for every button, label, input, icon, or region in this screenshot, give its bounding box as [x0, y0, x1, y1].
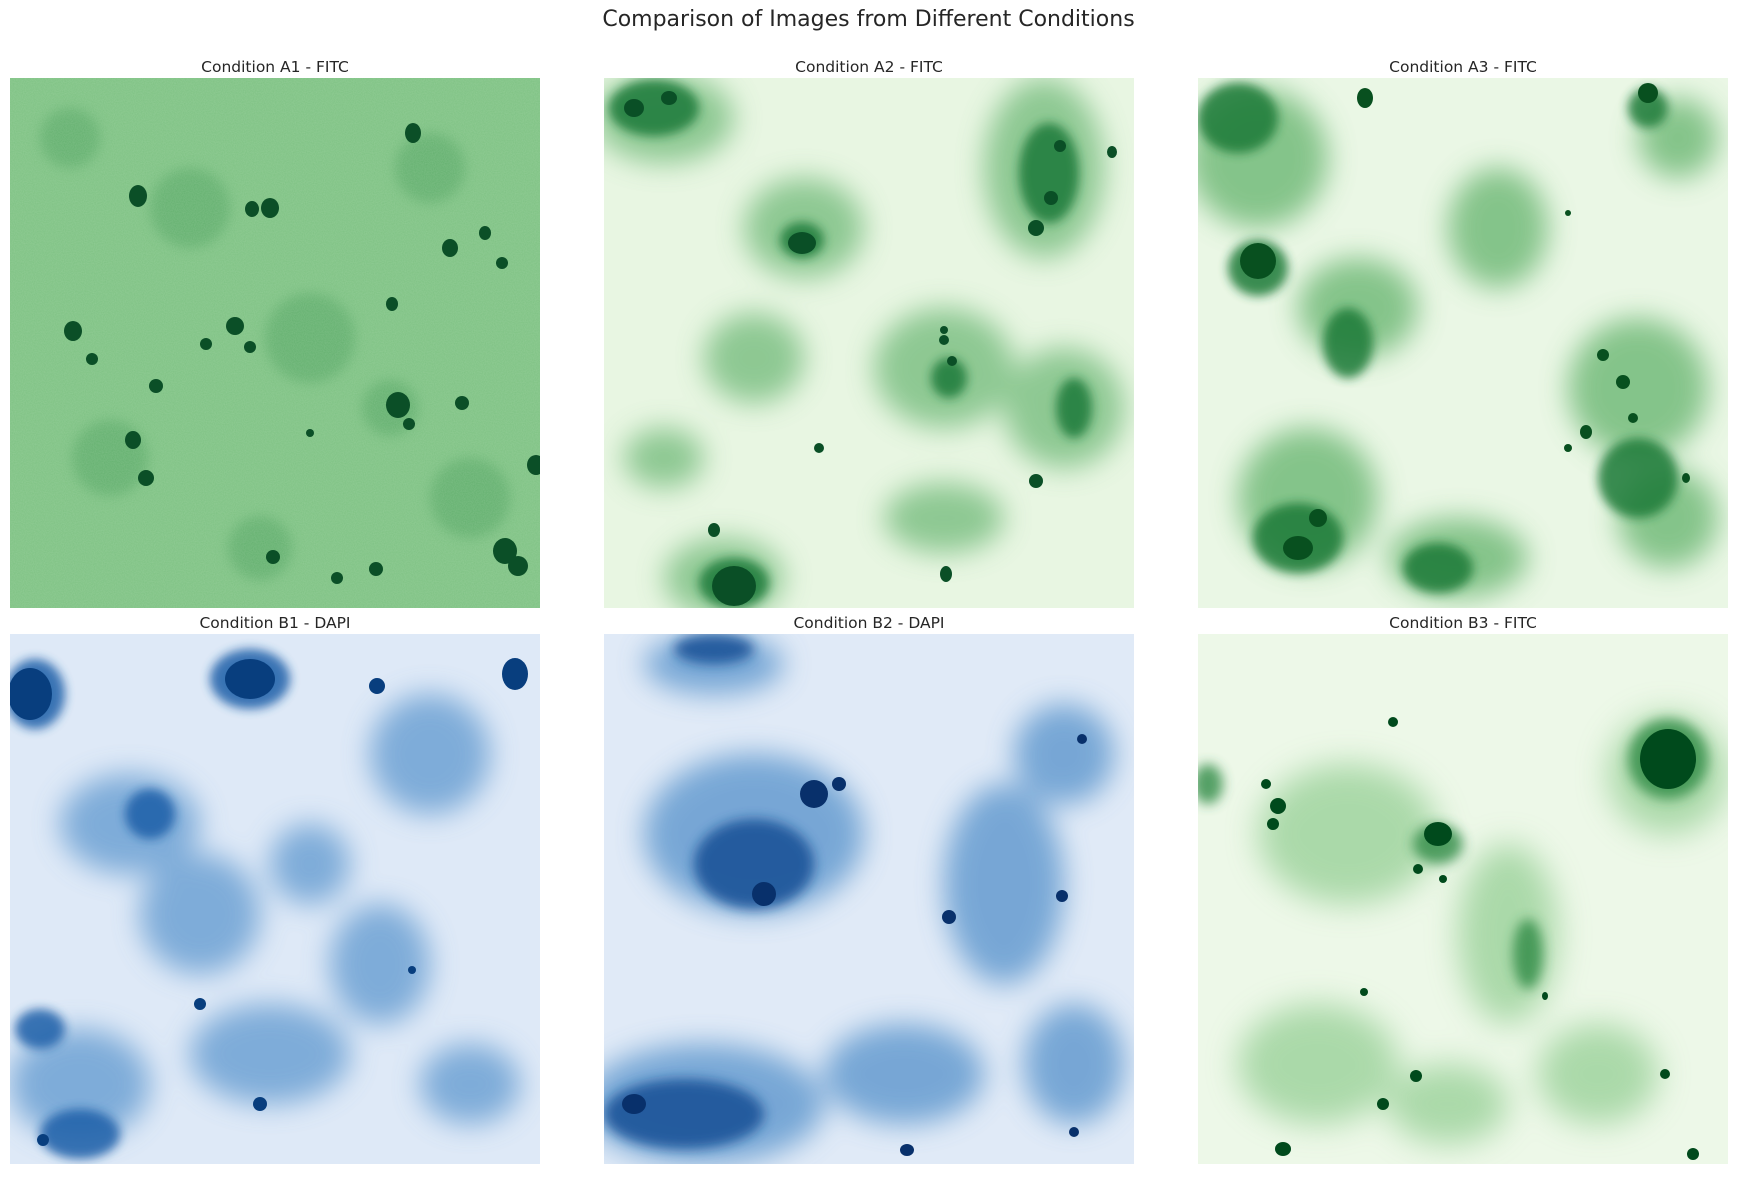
microscopy-image-b2 [604, 634, 1134, 1164]
microscopy-image-a1 [10, 78, 540, 608]
panel-title: Condition A2 - FITC [795, 58, 943, 76]
panel-title: Condition A1 - FITC [201, 58, 349, 76]
microscopy-image-a2 [604, 78, 1134, 608]
panel-b3: Condition B3 - FITC [1198, 612, 1728, 1164]
panel-title: Condition B3 - FITC [1389, 614, 1537, 632]
panel-a3: Condition A3 - FITC [1198, 56, 1728, 608]
figure-title: Comparison of Images from Different Cond… [602, 7, 1135, 32]
panel-title: Condition B1 - DAPI [199, 614, 351, 632]
panel-b1: Condition B1 - DAPI [10, 612, 540, 1164]
microscopy-image-a3 [1198, 78, 1728, 608]
panel-a1: Condition A1 - FITC [10, 56, 540, 608]
microscopy-image-b1 [10, 634, 540, 1164]
microscopy-image-b3 [1198, 634, 1728, 1164]
panel-a2: Condition A2 - FITC [604, 56, 1134, 608]
panel-title: Condition B2 - DAPI [793, 614, 945, 632]
panel-b2: Condition B2 - DAPI [604, 612, 1134, 1164]
panel-title: Condition A3 - FITC [1389, 58, 1537, 76]
